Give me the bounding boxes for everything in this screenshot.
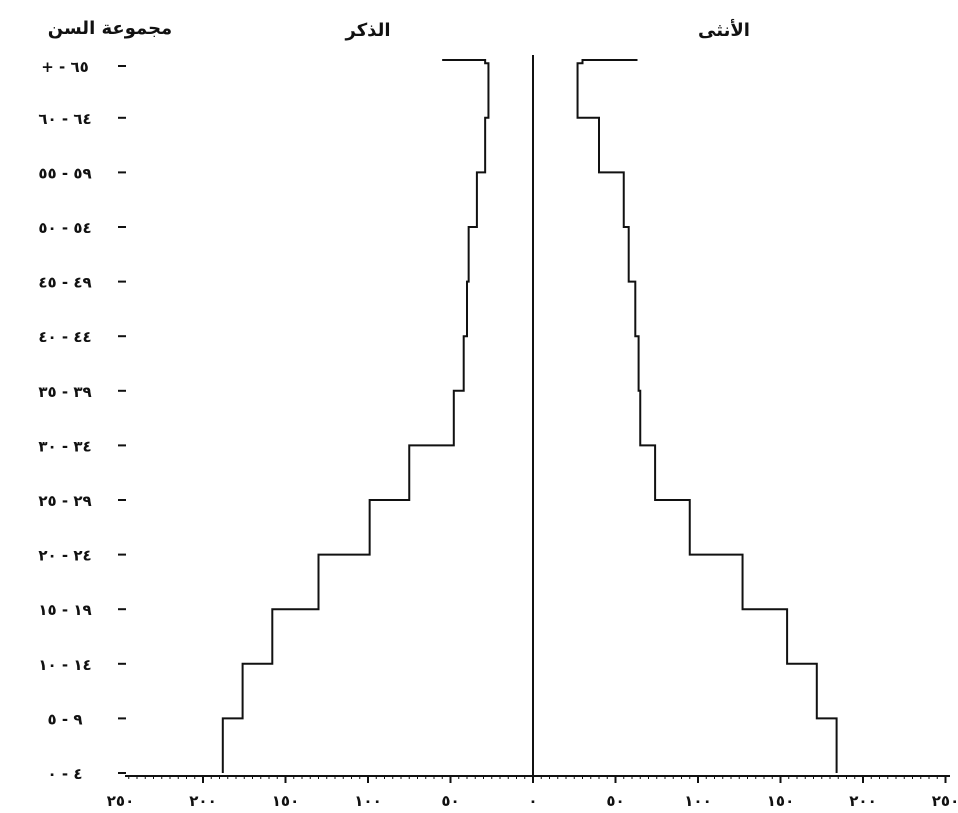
y-tick-label: + - ٦٥ [41, 58, 89, 76]
y-tick-label: ٢٩ - ٢٥ [38, 492, 91, 510]
y-tick-label: ١٩ - ١٥ [38, 601, 91, 619]
y-tick-label: ٣٩ - ٣٥ [38, 383, 91, 401]
x-axis-ticks [128, 776, 947, 783]
x-tick-label: ٢٥٠ [932, 792, 958, 810]
x-tick-label: ٢٠٠ [189, 792, 216, 810]
y-tick-label: ٦٤ - ٦٠ [38, 110, 91, 128]
x-tick-label: ١٠٠ [354, 792, 381, 810]
y-tick-label: ٣٤ - ٣٠ [38, 437, 91, 455]
series-right [576, 59, 838, 773]
x-tick-label: ٢٠٠ [849, 792, 876, 810]
series-right-line [576, 59, 838, 773]
header-male: الذكر [345, 20, 391, 41]
x-tick-label: ٥٠ [441, 792, 459, 810]
x-tick-label: ٥٠ [606, 792, 624, 810]
y-tick-label: ٤ - ٠ [48, 765, 83, 783]
y-axis-labels: ٤ - ٠ ٩ - ٥ ١٤ - ١٠ ١٩ - ١٥ ٢٤ - ٢٠ ٢٩ - ٢٥ ٣٤… [38, 58, 91, 783]
y-axis-ticks [118, 65, 126, 774]
y-tick-label: ٥٤ - ٥٠ [38, 219, 91, 237]
series-left-line [221, 59, 490, 773]
x-tick-label: ٢٥٠ [107, 792, 134, 810]
y-tick-label: ٤٩ - ٤٥ [38, 274, 91, 292]
y-tick-label: ٢٤ - ٢٠ [38, 547, 91, 565]
y-tick-label: ٤٤ - ٤٠ [38, 328, 91, 346]
y-tick-label: ٥٩ - ٥٥ [38, 164, 91, 182]
x-tick-label: ١٥٠ [767, 792, 794, 810]
x-tick-label: ١٠٠ [684, 792, 711, 810]
x-axis-labels: ٢٥٠ ٢٠٠ ١٥٠ ١٠٠ ٥٠ ٠ ٥٠ ١٠٠ ١٥٠ ٢٠٠ ٢٥٠ [107, 792, 958, 810]
y-tick-label: ٩ - ٥ [48, 710, 83, 728]
series-left [221, 59, 490, 773]
x-tick-label: ٠ [528, 792, 537, 810]
header-age-group: مجموعة السن [48, 18, 172, 39]
x-tick-label: ١٥٠ [272, 792, 299, 810]
header-female: الأنثى [698, 19, 750, 41]
y-tick-label: ١٤ - ١٠ [38, 656, 91, 674]
